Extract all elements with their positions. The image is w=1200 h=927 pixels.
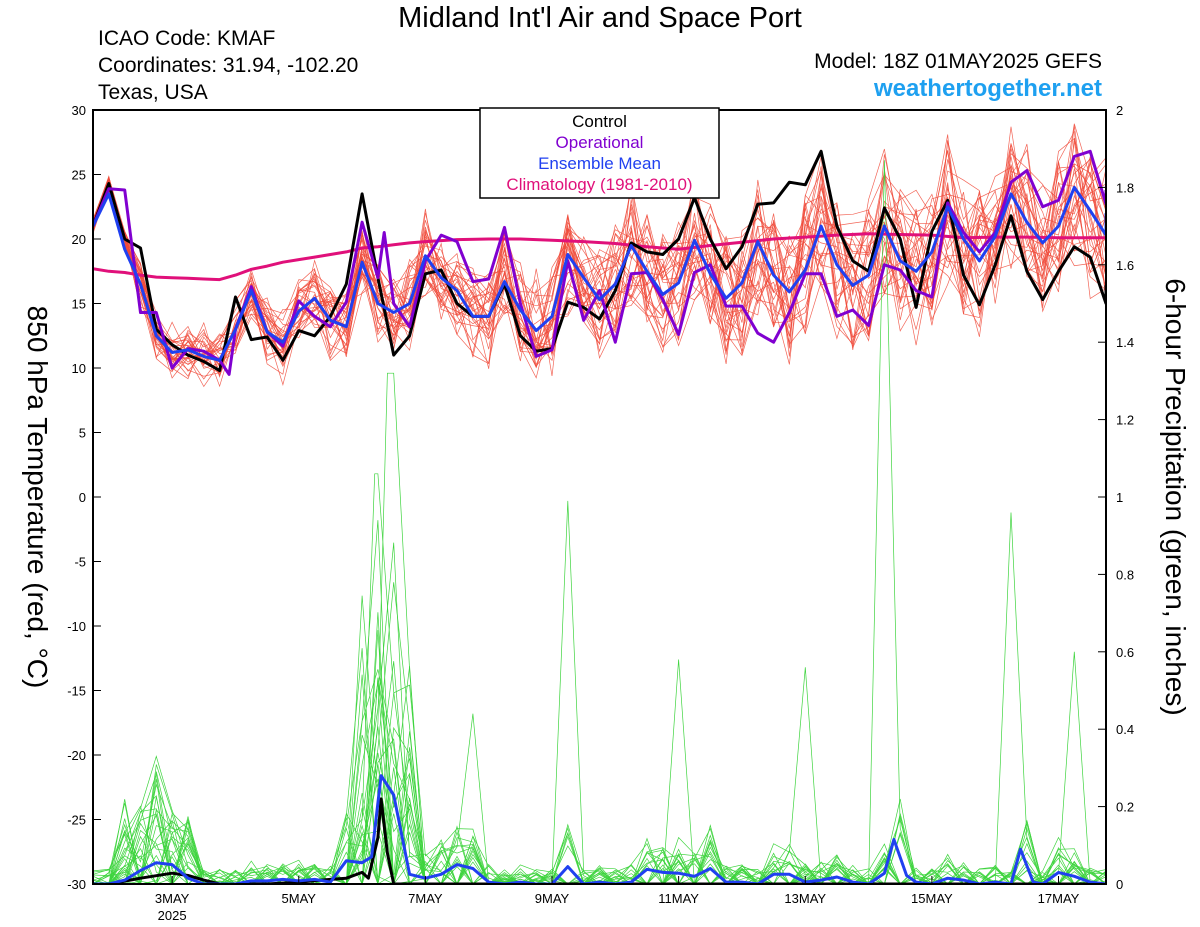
- temp-member-line: [93, 156, 1106, 359]
- y-tick-left: 10: [72, 361, 86, 376]
- legend-item: Ensemble Mean: [538, 154, 661, 173]
- precip-member-line: [93, 747, 1106, 884]
- precip-member-line: [93, 682, 1106, 884]
- y-tick-right: 1.4: [1116, 335, 1134, 350]
- legend-item: Control: [572, 112, 627, 131]
- y-tick-right: 1.2: [1116, 413, 1134, 428]
- y-tick-left: 20: [72, 232, 86, 247]
- y-tick-right: 0.8: [1116, 567, 1134, 582]
- region: Texas, USA: [98, 81, 208, 104]
- y-tick-right: 0.2: [1116, 800, 1134, 815]
- precip-member-line: [93, 473, 1106, 884]
- x-tick-label: 5MAY: [282, 891, 317, 906]
- y-axis-label-left: 850 hPa Temperature (red, °C): [22, 306, 53, 689]
- y-tick-left: -5: [74, 555, 86, 570]
- y-tick-right: 1.8: [1116, 180, 1134, 195]
- legend-item: Operational: [556, 133, 644, 152]
- precip-member-line: [93, 612, 1106, 884]
- chart-title: Midland Int'l Air and Space Port: [398, 2, 802, 34]
- precip-member-line: [93, 677, 1106, 884]
- y-tick-left: 15: [72, 297, 86, 312]
- precip-member-line: [93, 669, 1106, 884]
- precip-member-line: [93, 372, 1106, 884]
- y-tick-left: -20: [67, 748, 86, 763]
- precip-member-line: [93, 738, 1106, 884]
- precip-member-line: [93, 726, 1106, 884]
- main-series: [93, 149, 1106, 884]
- precip-member-line: [93, 726, 1106, 884]
- ensemble-mean-precip-line: [93, 774, 1106, 884]
- x-tick-label: 3MAY: [155, 891, 190, 906]
- y-tick-left: -10: [67, 619, 86, 634]
- legend: Control Operational Ensemble Mean Climatolo…: [479, 107, 720, 199]
- precip-member-line: [93, 520, 1106, 884]
- y-tick-left: -30: [67, 877, 86, 892]
- precip-member-line: [93, 778, 1106, 884]
- legend-box: [479, 107, 720, 199]
- precip-member-line: [93, 674, 1106, 884]
- axes: 302520151050-5-10-15-20-25-3021.81.61.41…: [22, 103, 1191, 923]
- precip-member-line: [93, 595, 1106, 884]
- precip-member-line: [93, 684, 1106, 884]
- precip-member-line: [93, 160, 1106, 884]
- y-tick-left: 25: [72, 168, 86, 183]
- y-tick-right: 1.6: [1116, 258, 1134, 273]
- legend-item: Climatology (1981-2010): [506, 175, 692, 194]
- y-tick-right: 2: [1116, 103, 1123, 118]
- precip-member-line: [93, 512, 1106, 884]
- icao-code: ICAO Code: KMAF: [98, 27, 276, 50]
- precip-member-line: [93, 755, 1106, 884]
- precip-member-line: [93, 666, 1106, 884]
- coordinates: Coordinates: 31.94, -102.20: [98, 54, 359, 77]
- temp-member-line: [93, 154, 1106, 374]
- x-tick-label: 9MAY: [535, 891, 570, 906]
- site-name: weathertogether.net: [873, 75, 1102, 102]
- ensemble-mean-temp-line: [93, 185, 1106, 362]
- y-tick-left: -25: [67, 813, 86, 828]
- x-year-label: 2025: [158, 908, 187, 923]
- x-tick-label: 7MAY: [408, 891, 443, 906]
- climatology-temp-line: [93, 232, 1106, 282]
- precip-member-line: [93, 500, 1106, 884]
- y-tick-left: 5: [79, 426, 86, 441]
- y-tick-right: 0.4: [1116, 722, 1134, 737]
- x-tick-label: 11MAY: [658, 891, 699, 906]
- x-tick-label: 15MAY: [911, 891, 953, 906]
- precip-member-line: [93, 542, 1106, 884]
- precip-member-line: [93, 678, 1106, 884]
- precip-member-line: [93, 651, 1106, 884]
- model-run: Model: 18Z 01MAY2025 GEFS: [814, 50, 1102, 73]
- y-axis-label-right: 6-hour Precipitation (green, inches): [1160, 278, 1191, 715]
- y-tick-left: -15: [67, 684, 86, 699]
- y-tick-right: 0: [1116, 877, 1123, 892]
- x-tick-label: 13MAY: [784, 891, 826, 906]
- y-tick-right: 0.6: [1116, 645, 1134, 660]
- precip-member-line: [93, 630, 1106, 884]
- precip-member-line: [93, 648, 1106, 884]
- y-tick-right: 1: [1116, 490, 1123, 505]
- precip-member-line: [93, 661, 1106, 884]
- x-tick-label: 17MAY: [1038, 891, 1080, 906]
- y-tick-left: 0: [79, 490, 86, 505]
- y-tick-left: 30: [72, 103, 86, 118]
